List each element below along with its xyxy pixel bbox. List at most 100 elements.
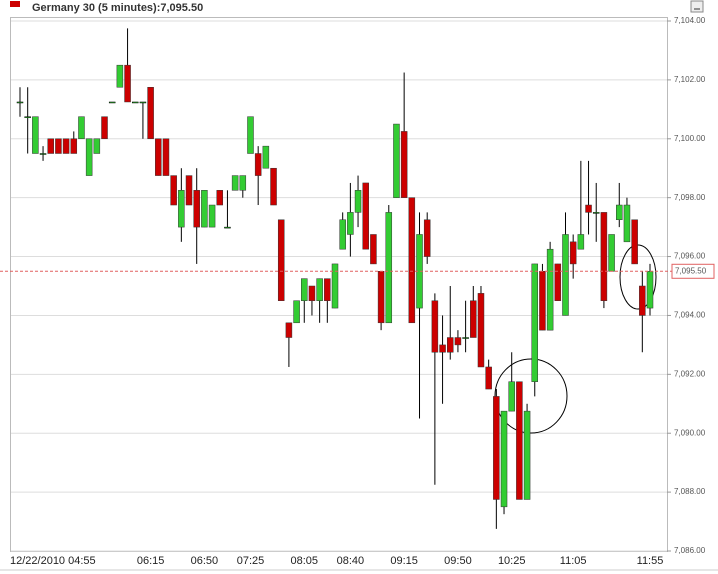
y-tick-label: 7,104.00 — [674, 16, 706, 25]
candle-body — [254, 153, 262, 176]
candle-body — [155, 138, 162, 176]
candle-body — [47, 138, 54, 154]
x-tick-label: 10:25 — [498, 555, 526, 567]
candle-body — [162, 138, 170, 176]
candle-body — [631, 219, 638, 265]
candle-body — [32, 116, 39, 154]
chart-title: Germany 30 (5 minutes):7,095.50 — [32, 2, 203, 14]
candle-body — [324, 278, 331, 301]
candle-body — [531, 263, 539, 382]
candle-body — [408, 197, 416, 324]
candle-body — [131, 101, 139, 104]
candle-body — [185, 175, 193, 206]
candle-body — [308, 285, 316, 301]
x-tick-label: 06:15 — [137, 555, 165, 567]
x-tick-label: 07:25 — [237, 555, 265, 567]
candle-body — [477, 293, 485, 368]
y-tick-label: 7,096.00 — [674, 252, 706, 261]
y-tick-label: 7,090.00 — [674, 428, 706, 437]
title-icon — [10, 1, 20, 7]
candle-body — [178, 190, 185, 228]
candle-body — [147, 87, 154, 140]
candle-body — [600, 212, 608, 301]
candle-body — [101, 116, 108, 140]
candle-body — [347, 212, 354, 235]
candle-body — [446, 337, 454, 353]
candle-body — [231, 175, 239, 191]
candle-body — [270, 167, 277, 206]
candle-body — [493, 396, 500, 500]
candle-body — [585, 204, 592, 213]
candle-body — [55, 138, 62, 154]
candle-body — [639, 285, 646, 316]
y-tick-label: 7,088.00 — [674, 487, 706, 496]
candle-body — [539, 271, 546, 331]
y-tick-label: 7,100.00 — [674, 134, 706, 143]
candle-body — [516, 381, 523, 500]
candle-body — [623, 204, 631, 243]
x-tick-label: 09:15 — [390, 555, 418, 567]
candle-body — [646, 271, 654, 309]
x-tick-label: 12/22/2010 04:55 — [10, 555, 96, 567]
candle-body — [78, 116, 85, 140]
candle-body — [62, 138, 70, 154]
y-tick-label: 7,086.00 — [674, 546, 706, 555]
candle-body — [277, 219, 285, 301]
candle-body — [247, 116, 254, 154]
candle-body — [577, 234, 585, 250]
candle-body — [124, 64, 131, 103]
x-tick-label: 08:40 — [337, 555, 365, 567]
annotation-circle — [619, 244, 657, 310]
candle-body — [39, 153, 47, 155]
candle-body — [439, 344, 446, 353]
y-tick-label: 7,092.00 — [674, 369, 706, 378]
candle-body — [70, 138, 78, 154]
candle-body — [370, 234, 377, 265]
candle-body — [85, 138, 93, 176]
y-tick-label: 7,094.00 — [674, 311, 706, 320]
y-tick-label: 7,102.00 — [674, 75, 706, 84]
candle-body — [616, 204, 623, 220]
candle-body — [546, 248, 554, 331]
candle-body — [562, 234, 569, 316]
candle-body — [139, 101, 147, 104]
candle-body — [239, 175, 247, 191]
candle-body — [331, 263, 339, 309]
candle-body — [431, 300, 439, 353]
x-tick-label: 06:50 — [191, 555, 219, 567]
candle-body — [393, 123, 400, 198]
candle-body — [508, 381, 515, 412]
candle-body — [462, 337, 469, 339]
candle-body — [224, 226, 231, 229]
candle-body — [116, 64, 124, 88]
candle-body — [339, 219, 346, 250]
candle-body — [423, 219, 431, 257]
minimize-button[interactable] — [690, 0, 704, 13]
candle-body — [377, 271, 385, 324]
y-tick-label: 7,098.00 — [674, 193, 706, 202]
candle-body — [354, 190, 362, 213]
candle-body — [454, 337, 462, 346]
candle-body — [16, 101, 24, 104]
candle-body — [385, 212, 393, 324]
candle-body — [554, 263, 562, 301]
candle-body — [301, 278, 308, 301]
candle-body — [216, 190, 224, 206]
candle-body — [108, 101, 116, 104]
candle-body — [608, 234, 615, 272]
candle-body — [93, 138, 101, 154]
candle-body — [285, 322, 293, 338]
candle-body — [24, 116, 31, 118]
candle-body — [316, 278, 323, 301]
x-tick-label: 11:05 — [560, 555, 587, 567]
candle-body — [500, 410, 508, 508]
candle-body — [193, 190, 200, 228]
candle-body — [362, 182, 369, 250]
candle-body — [293, 300, 300, 324]
annotation-circle — [494, 358, 568, 434]
last-price-box — [671, 263, 715, 279]
x-tick-label: 11:55 — [637, 555, 664, 567]
candle-body — [485, 366, 492, 390]
